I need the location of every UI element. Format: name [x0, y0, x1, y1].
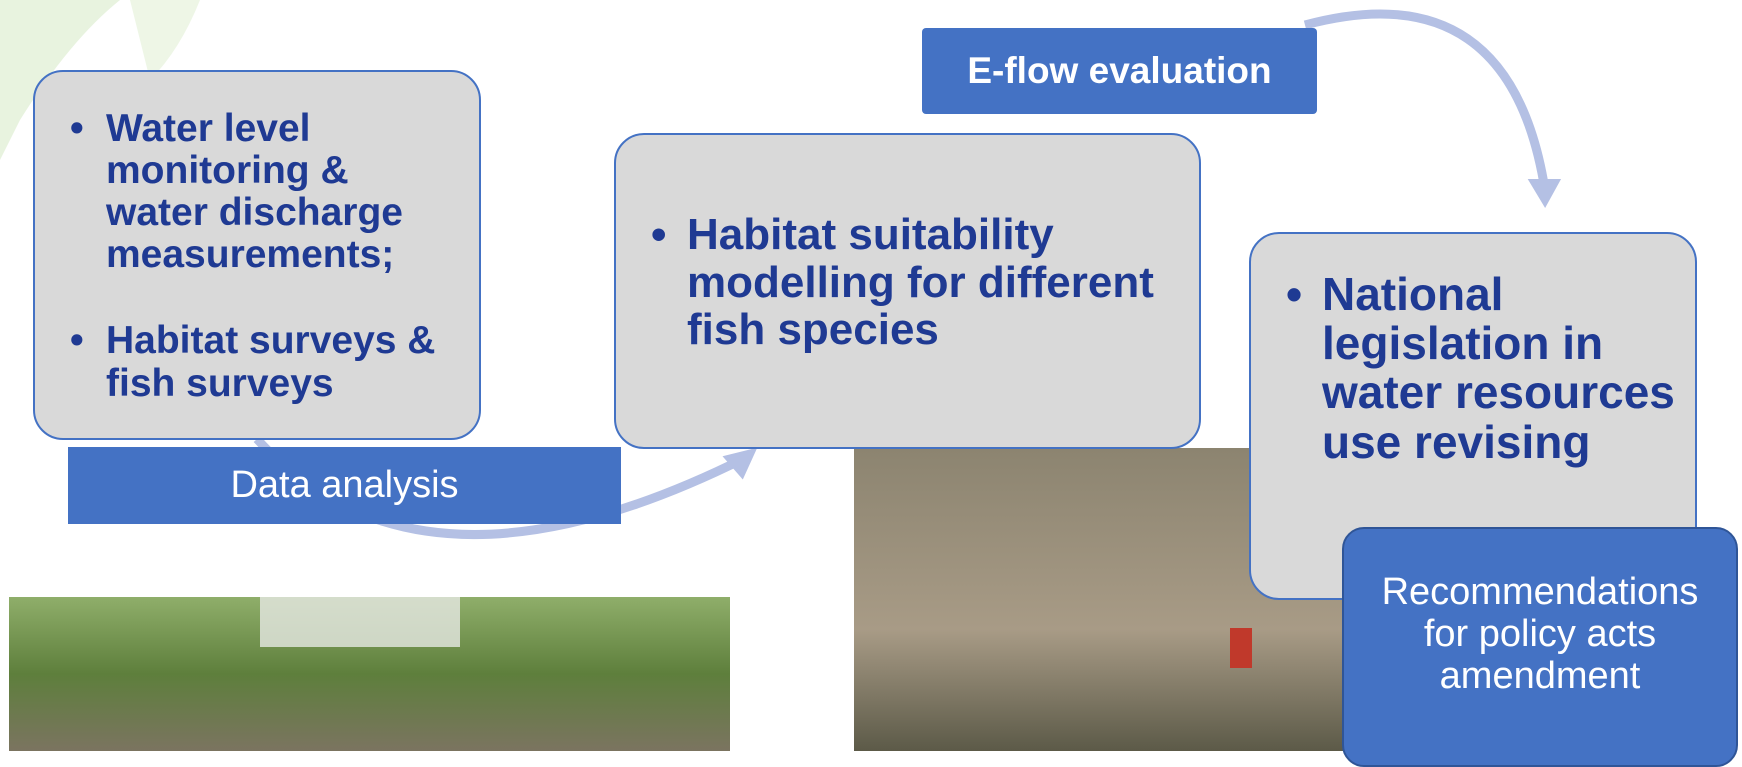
- step-box: Habitat suitability modelling for differ…: [614, 133, 1201, 449]
- bullet: Habitat surveys & fish surveys: [106, 320, 459, 404]
- slide: Water level monitoring & water discharge…: [0, 0, 1742, 751]
- arrow: [1305, 14, 1545, 190]
- bullet-list: Habitat suitability modelling for differ…: [651, 211, 1179, 354]
- arrow-head: [728, 452, 752, 474]
- arrow-head: [1533, 182, 1556, 202]
- step-box: Water level monitoring & water discharge…: [33, 70, 481, 440]
- photo-sign: [1230, 628, 1252, 668]
- step-label: E-flow evaluation: [922, 28, 1317, 114]
- step-label: Recommendations for policy acts amendmen…: [1342, 527, 1738, 767]
- step-label: Data analysis: [68, 447, 621, 524]
- bullet: Water level monitoring & water discharge…: [106, 108, 459, 276]
- bullet: Habitat suitability modelling for differ…: [687, 211, 1179, 354]
- bullet-list: Water level monitoring & water discharge…: [70, 108, 459, 405]
- leaf-decoration: [130, 0, 200, 80]
- bullet: National legislation in water resources …: [1322, 270, 1675, 467]
- photo-sky: [260, 597, 460, 647]
- bullet-list: National legislation in water resources …: [1286, 270, 1675, 467]
